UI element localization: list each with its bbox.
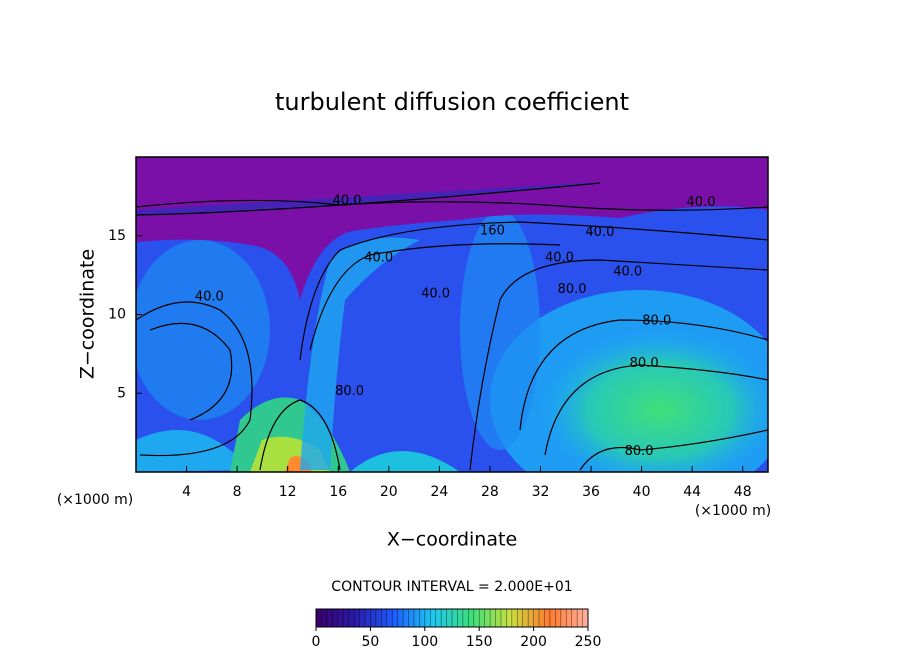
x-tick-label: 12 [279,484,297,500]
y-tick-label: 5 [117,385,126,401]
contour-label: 80.0 [558,282,587,297]
contour-field [136,157,768,472]
x-tick-label: 28 [481,484,499,500]
contour-label: 40.0 [195,290,224,305]
x-tick-label: 36 [582,484,600,500]
x-tick-label: 8 [233,484,242,500]
contour-label: 40.0 [585,225,614,240]
contour-label: 40.0 [364,250,393,265]
y-tick-label: 15 [108,228,126,244]
colorbar-tick-label: 250 [575,634,602,650]
x-tick-label: 4 [182,484,191,500]
colorbar-tick-label: 50 [361,634,379,650]
colorbar-tick-label: 200 [520,634,547,650]
x-tick-label: 16 [329,484,347,500]
x-axis-label: X−coordinate [387,529,517,551]
colorbar-tick-label: 0 [312,634,321,650]
x-tick-label: 48 [734,484,752,500]
contour-label: 160 [480,224,505,239]
chart-title: turbulent diffusion coefficient [275,88,629,116]
y-tick-label: 10 [108,307,126,323]
x-tick-label: 24 [430,484,448,500]
contour-label: 80.0 [630,356,659,371]
colorbar-tick-label: 150 [466,634,493,650]
contour-label: 40.0 [333,194,362,209]
x-tick-label: 20 [380,484,398,500]
x-tick-label: 44 [683,484,701,500]
y-axis-label: Z−coordinate [77,249,99,379]
x-tick-label: 32 [532,484,550,500]
x-tick-label: 40 [633,484,651,500]
contour-label: 80.0 [625,444,654,459]
contour-label: 80.0 [642,313,671,328]
x-unit-label: (×1000 m) [57,492,133,508]
contour-label: 40.0 [613,264,642,279]
contour-label: 40.0 [545,250,574,265]
contour-interval: CONTOUR INTERVAL = 2.000E+01 [331,579,572,595]
contour-label: 40.0 [421,287,450,302]
x-unit-label: (×1000 m) [695,503,771,519]
contour-label: 40.0 [687,195,716,210]
colorbar-tick-label: 100 [411,634,438,650]
contour-label: 80.0 [335,384,364,399]
